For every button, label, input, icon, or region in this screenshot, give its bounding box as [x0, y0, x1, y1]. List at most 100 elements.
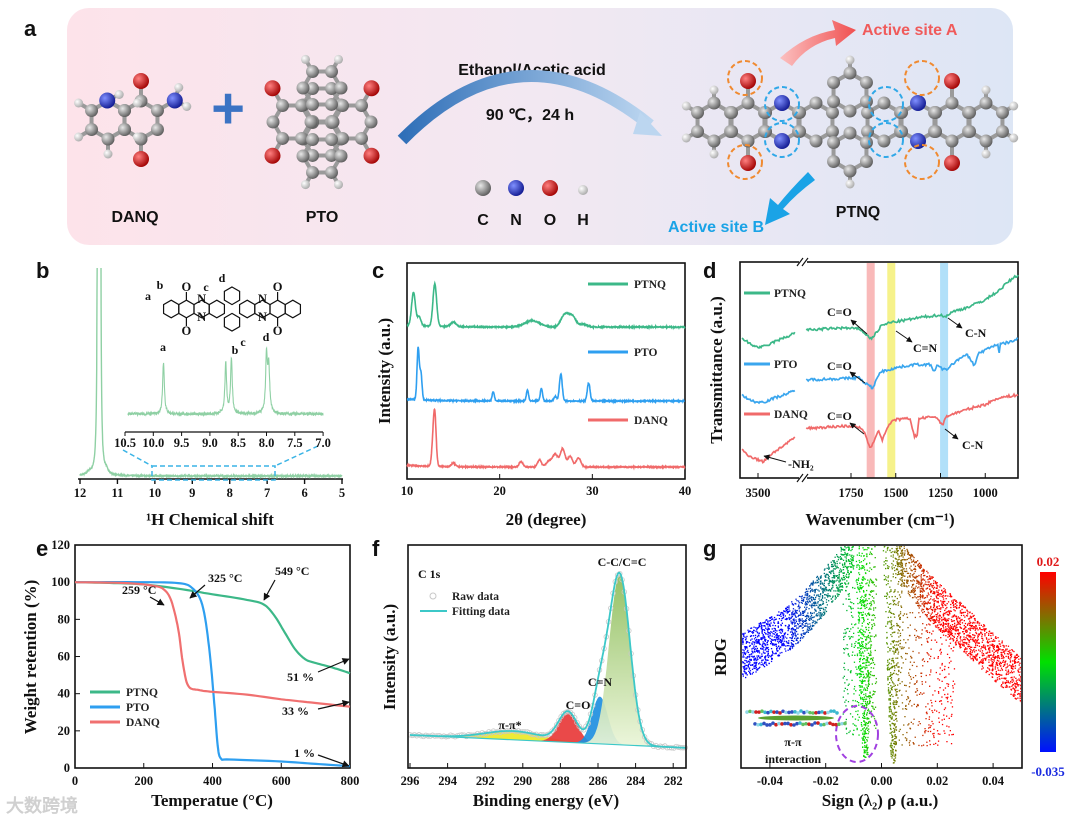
- rdg-point: [775, 644, 777, 646]
- rdg-point: [928, 619, 931, 621]
- rdg-point: [891, 750, 893, 752]
- rdg-point: [858, 588, 860, 590]
- rdg-point: [898, 573, 900, 575]
- rdg-point: [745, 668, 747, 670]
- rdg-point: [778, 635, 780, 637]
- component-peak-1: [540, 712, 596, 744]
- rdg-point: [956, 639, 958, 642]
- rdg-point: [924, 583, 926, 585]
- atom-label-n: N: [510, 212, 522, 229]
- rdg-point: [803, 597, 805, 599]
- rdg-point: [747, 666, 750, 668]
- rdg-point: [948, 618, 950, 620]
- rdg-point: [982, 662, 985, 664]
- axis-break-mark: [796, 257, 804, 267]
- rdg-point: [813, 612, 815, 614]
- rdg-point: [969, 656, 971, 658]
- rdg-point: [960, 619, 962, 621]
- rdg-point: [887, 616, 889, 619]
- rdg-point: [886, 643, 888, 645]
- rdg-point: [861, 725, 863, 727]
- rdg-point: [928, 594, 930, 596]
- rdg-point: [889, 705, 892, 708]
- rdg-point: [782, 635, 785, 637]
- rdg-point: [908, 554, 910, 556]
- rdg-point: [989, 669, 991, 671]
- rdg-point: [859, 686, 861, 688]
- rdg-point: [887, 567, 889, 569]
- rdg-point: [851, 539, 852, 540]
- spectrum-title: C 1s: [418, 567, 441, 581]
- rdg-point: [778, 648, 781, 650]
- rdg-point: [809, 619, 811, 621]
- rdg-point: [841, 578, 843, 580]
- rdg-point: [807, 590, 809, 592]
- rdg-point: [902, 574, 904, 576]
- rdg-point: [780, 624, 782, 627]
- rdg-point: [894, 599, 896, 602]
- rdg-point: [872, 600, 874, 602]
- carbon-atom: [963, 106, 977, 119]
- rdg-point: [890, 732, 892, 734]
- rdg-point: [952, 628, 955, 631]
- rdg-point: [811, 616, 814, 619]
- rdg-point: [833, 580, 835, 582]
- rdg-point: [1018, 674, 1021, 676]
- rdg-point: [863, 727, 865, 729]
- rdg-point: [862, 698, 864, 700]
- carbon-atom: [336, 131, 349, 145]
- rdg-point: [755, 663, 757, 665]
- rdg-point: [751, 648, 753, 650]
- rdg-point: [844, 553, 846, 555]
- rdg-point: [813, 625, 815, 627]
- atom-o: O: [182, 280, 192, 294]
- rdg-point: [886, 594, 889, 596]
- rdg-point: [809, 587, 812, 589]
- rdg-point: [862, 576, 864, 578]
- rdg-point: [891, 626, 893, 628]
- oxygen-atom: [133, 73, 149, 89]
- rdg-point: [959, 612, 961, 614]
- rdg-point: [796, 609, 798, 612]
- rdg-point: [839, 568, 841, 570]
- rdg-point: [931, 612, 933, 614]
- component-label: C=O: [566, 698, 591, 712]
- rdg-point: [885, 551, 887, 553]
- rdg-point: [1000, 653, 1003, 655]
- rdg-point: [854, 724, 856, 726]
- rdg-point: [911, 569, 913, 572]
- rdg-point: [960, 646, 962, 648]
- rdg-point: [897, 583, 899, 585]
- rdg-point: [789, 648, 791, 650]
- rdg-point: [841, 563, 844, 565]
- rdg-point: [968, 653, 970, 655]
- rdg-point: [982, 629, 984, 631]
- rdg-point: [995, 650, 997, 652]
- rdg-point: [1019, 680, 1021, 682]
- rdg-point: [767, 629, 769, 631]
- rdg-point: [957, 623, 960, 625]
- rdg-point: [834, 561, 836, 564]
- rdg-point: [973, 646, 975, 649]
- rdg-point: [895, 711, 898, 713]
- rdg-point: [889, 675, 891, 677]
- rdg-point: [890, 716, 892, 718]
- rdg-point: [874, 617, 876, 619]
- rdg-point: [871, 553, 873, 556]
- rdg-point: [747, 651, 750, 654]
- rdg-point: [948, 627, 950, 629]
- rdg-point: [887, 583, 889, 585]
- rdg-point: [956, 601, 958, 603]
- rdg-point: [920, 575, 922, 577]
- rdg-point: [771, 628, 773, 630]
- rdg-point: [892, 695, 894, 698]
- rdg-point: [894, 551, 896, 554]
- rdg-point: [891, 713, 893, 715]
- rdg-point: [1000, 651, 1002, 654]
- rdg-point: [807, 595, 809, 597]
- rdg-point: [973, 614, 975, 617]
- rdg-point: [872, 659, 874, 662]
- rdg-point: [812, 625, 814, 627]
- rdg-point: [863, 666, 865, 668]
- rdg-point: [745, 667, 747, 669]
